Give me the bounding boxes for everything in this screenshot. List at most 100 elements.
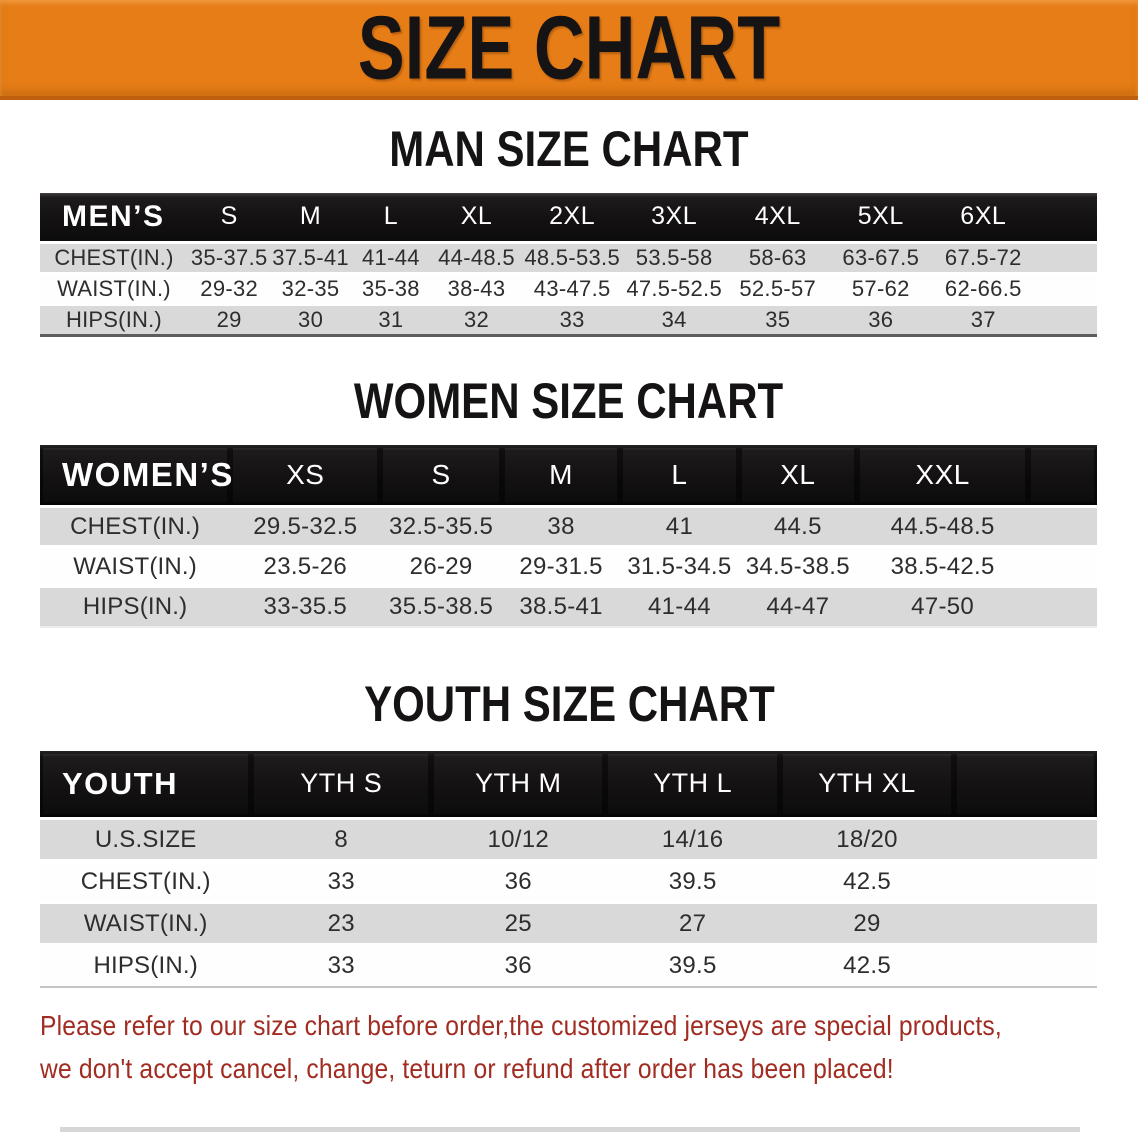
table-row: CHEST(IN.) 29.5-32.5 32.5-35.5 38 41 44.5 44.5… (40, 506, 1097, 547)
size-value-cell: 37.5-41 (272, 244, 349, 270)
size-value-cell: 33 (327, 951, 355, 979)
section-heading: YOUTH SIZE CHART (363, 675, 775, 732)
row-label: HIPS(IN.) (66, 306, 162, 332)
size-column-header: YTH XL (779, 750, 955, 819)
table-row: HIPS(IN.) 33-35.5 35.5-38.5 38.5-41 41-44 44-… (40, 586, 1097, 627)
size-value-cell: 44-47 (766, 592, 830, 620)
size-value-cell: 41-44 (648, 592, 711, 620)
size-column-header: YTH S (251, 750, 432, 819)
size-value-cell: 29-31.5 (519, 552, 603, 580)
table-row: HIPS(IN.) 29 30 31 32 33 34 35 36 37 (40, 304, 1097, 335)
size-column-header: 6XL (932, 193, 1035, 242)
table-header: MEN’S S M L XL 2XL 3XL 4XL 5XL 6XL (40, 193, 1097, 242)
table-row: WAIST(IN.) 29-32 32-35 35-38 38-43 43-47.5 47.… (40, 273, 1097, 304)
header-filler (1034, 193, 1097, 242)
size-column-header: 2XL (521, 193, 623, 242)
row-filler (1028, 507, 1097, 547)
row-filler (954, 903, 1097, 945)
section-heading-wrap: MAN SIZE CHART (0, 123, 1138, 175)
row-label: HIPS(IN.) (82, 592, 188, 620)
header-filler (954, 750, 1097, 819)
size-value-cell: 36 (504, 951, 532, 979)
size-value-cell: 8 (334, 825, 349, 853)
size-value-cell: 30 (298, 306, 324, 332)
banner: SIZE CHART (0, 0, 1138, 100)
size-value-cell: 31.5-34.5 (627, 552, 732, 580)
row-filler (954, 819, 1097, 861)
size-value-cell: 63-67.5 (842, 244, 920, 270)
size-column-header: YTH L (605, 750, 780, 819)
size-value-cell: 23 (327, 909, 355, 937)
size-value-cell: 31 (378, 306, 404, 332)
row-label: WAIST(IN.) (57, 275, 171, 301)
row-filler (1035, 273, 1097, 304)
size-column-header: S (380, 444, 502, 507)
row-filler (954, 861, 1097, 903)
size-value-cell: 44.5 (773, 512, 822, 540)
size-value-cell: 58-63 (748, 244, 807, 270)
table-corner-label: WOMEN’S (40, 444, 232, 507)
section-youth-size-chart: YOUTH SIZE CHART YOUTH YTH S YTH M YTH L YTH … (0, 678, 1138, 988)
size-value-cell: 48.5-53.5 (524, 244, 620, 270)
table-row: U.S.SIZE 8 10/12 14/16 18/20 (40, 818, 1097, 861)
row-label: CHEST(IN.) (54, 244, 174, 270)
table-body: CHEST(IN.) 29.5-32.5 32.5-35.5 38 41 44.5 44.5… (40, 506, 1097, 627)
banner-title: SIZE CHART (357, 0, 781, 98)
size-value-cell: 39.5 (668, 951, 717, 979)
table-header-row: WOMEN’S XS S M L XL XXL (40, 444, 1097, 507)
women-size-chart-table: WOMEN’S XS S M L XL XXL CHEST(IN.) 29.5-32.5 32.5… (40, 444, 1097, 628)
row-filler (1028, 547, 1097, 587)
section-heading: WOMEN SIZE CHART (354, 372, 784, 429)
table-row: CHEST(IN.) 35-37.5 37.5-41 41-44 44-48.5 48.5… (40, 242, 1097, 273)
size-value-cell: 67.5-72 (944, 244, 1022, 270)
size-value-cell: 47.5-52.5 (626, 275, 722, 301)
table-row: HIPS(IN.) 33 36 39.5 42.5 (40, 944, 1097, 987)
size-column-header: YTH M (431, 750, 606, 819)
section-heading-wrap: WOMEN SIZE CHART (0, 375, 1138, 427)
row-label: HIPS(IN.) (93, 951, 198, 979)
table-body: U.S.SIZE 8 10/12 14/16 18/20 CHEST(IN.) 33 36 39… (40, 818, 1097, 987)
size-value-cell: 35-38 (362, 275, 420, 301)
table-row: WAIST(IN.) 23.5-26 26-29 29-31.5 31.5-34.5 34… (40, 546, 1097, 587)
table-corner-label: YOUTH (40, 750, 252, 819)
size-value-cell: 44.5-48.5 (890, 512, 995, 540)
row-filler (1035, 242, 1097, 273)
size-column-header: 3XL (622, 193, 726, 242)
size-value-cell: 10/12 (487, 825, 550, 853)
table-header-row: MEN’S S M L XL 2XL 3XL 4XL 5XL 6XL (40, 193, 1097, 242)
table-body: CHEST(IN.) 35-37.5 37.5-41 41-44 44-48.5 48.5… (40, 242, 1097, 335)
size-value-cell: 29 (216, 306, 242, 332)
row-label: CHEST(IN.) (70, 512, 201, 540)
size-value-cell: 41-44 (362, 244, 420, 270)
size-value-cell: 34 (661, 306, 687, 332)
size-value-cell: 42.5 (843, 867, 892, 895)
size-column-header: XXL (857, 444, 1029, 507)
row-label: CHEST(IN.) (80, 867, 211, 895)
row-label: WAIST(IN.) (73, 552, 197, 580)
disclaimer: Please refer to our size chart before or… (40, 1004, 1138, 1090)
row-filler (1028, 587, 1097, 627)
size-value-cell: 18/20 (836, 825, 898, 853)
size-column-header: 5XL (829, 193, 933, 242)
table-corner-label: MEN’S (40, 193, 188, 242)
section-man-size-chart: MAN SIZE CHART MEN’S S M L XL 2XL 3XL 4XL 5XL 6XL C… (0, 123, 1138, 337)
size-value-cell: 38-43 (447, 275, 506, 301)
size-value-cell: 27 (679, 909, 707, 937)
size-value-cell: 38 (547, 512, 575, 540)
bottom-edge-shadow (60, 1127, 1080, 1132)
section-heading-wrap: YOUTH SIZE CHART (0, 678, 1138, 730)
size-value-cell: 29-32 (200, 275, 259, 301)
section-heading: MAN SIZE CHART (389, 121, 749, 177)
size-column-header: S (187, 193, 271, 242)
size-column-header: XS (230, 444, 381, 507)
size-value-cell: 26-29 (409, 552, 473, 580)
size-value-cell: 33-35.5 (263, 592, 348, 620)
disclaimer-line-1: Please refer to our size chart before or… (40, 1009, 1002, 1041)
size-value-cell: 57-62 (851, 275, 910, 301)
size-column-header: M (501, 444, 621, 507)
table-header-row: YOUTH YTH S YTH M YTH L YTH XL (40, 750, 1097, 819)
size-value-cell: 36 (504, 867, 532, 895)
size-value-cell: 36 (868, 306, 894, 332)
size-value-cell: 62-66.5 (944, 275, 1022, 301)
